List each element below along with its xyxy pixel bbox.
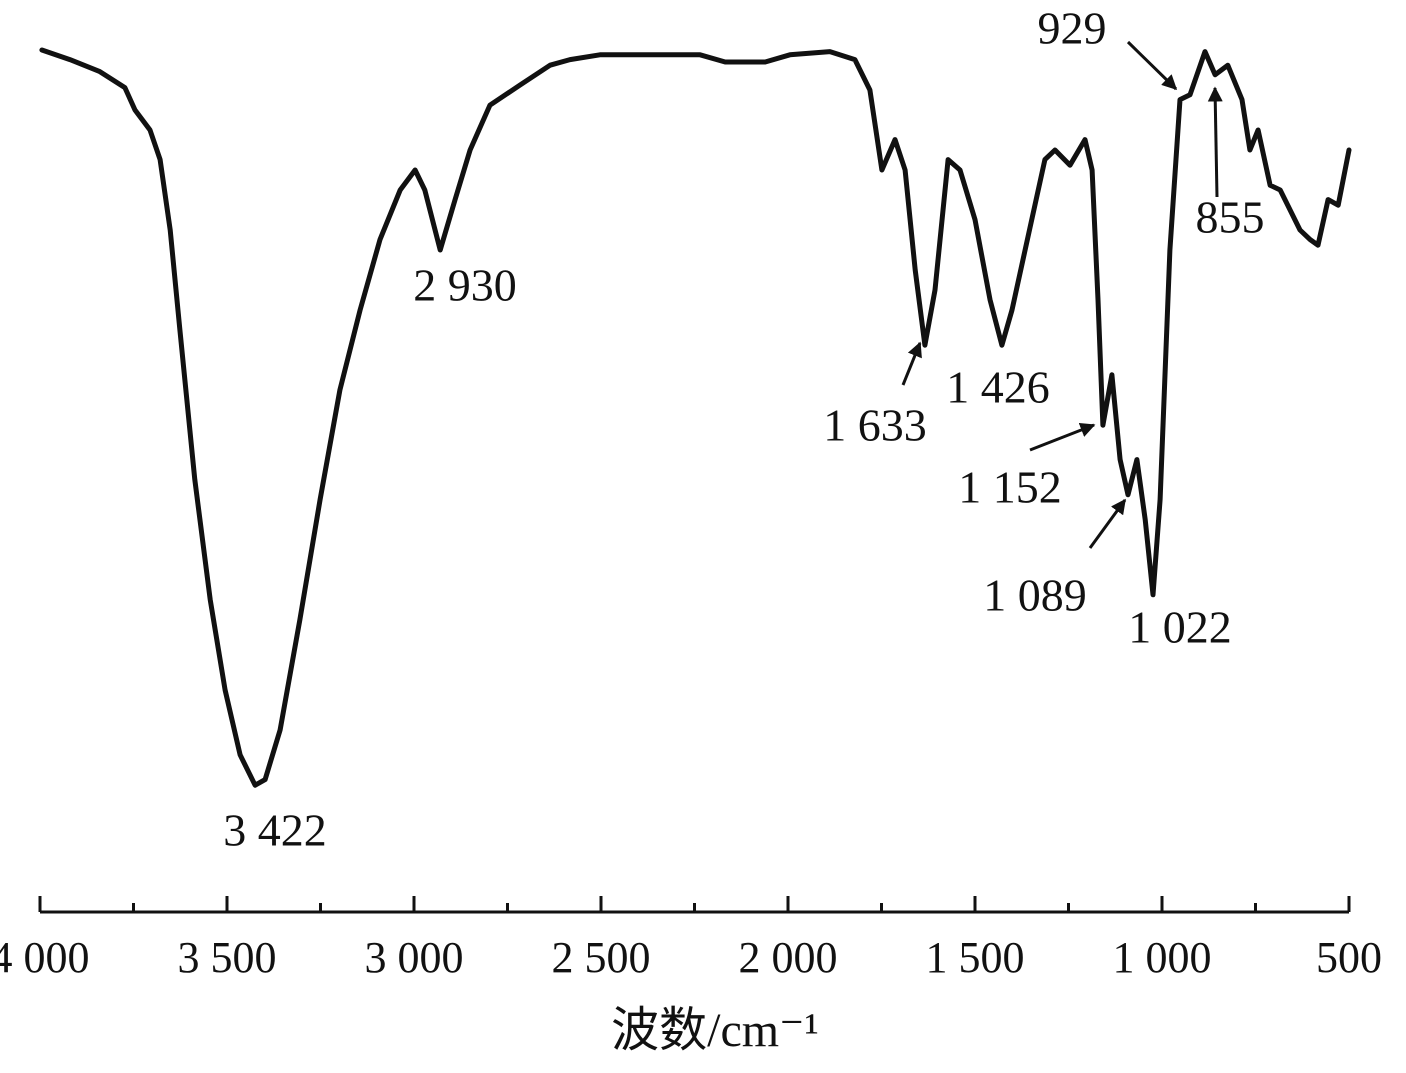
x-tick-label: 2 500 — [552, 933, 651, 982]
peak-label: 929 — [1038, 3, 1107, 54]
peak-label: 1 426 — [946, 362, 1050, 413]
peak-label: 2 930 — [413, 260, 517, 311]
peak-label: 1 152 — [958, 462, 1062, 513]
peak-label: 1 089 — [983, 570, 1087, 621]
peak-label: 3 422 — [223, 805, 327, 856]
x-tick-label: 4 000 — [0, 933, 90, 982]
x-tick-label: 3 500 — [178, 933, 277, 982]
x-tick-label: 1 000 — [1113, 933, 1212, 982]
arrow — [1029, 422, 1096, 452]
peak-label: 1 633 — [823, 400, 927, 451]
arrow — [1207, 86, 1223, 198]
x-tick-label: 1 500 — [926, 933, 1025, 982]
arrow — [1088, 498, 1127, 549]
spectrum-line — [39, 47, 1352, 788]
x-axis-title: 波数/cm⁻¹ — [611, 1004, 819, 1057]
x-tick-label: 500 — [1316, 933, 1382, 982]
arrow — [1126, 40, 1178, 91]
peak-label: 855 — [1196, 192, 1265, 243]
x-tick-label: 2 000 — [739, 933, 838, 982]
arrow — [901, 341, 922, 386]
peak-label: 1 022 — [1128, 602, 1232, 653]
x-tick-label: 3 000 — [365, 933, 464, 982]
